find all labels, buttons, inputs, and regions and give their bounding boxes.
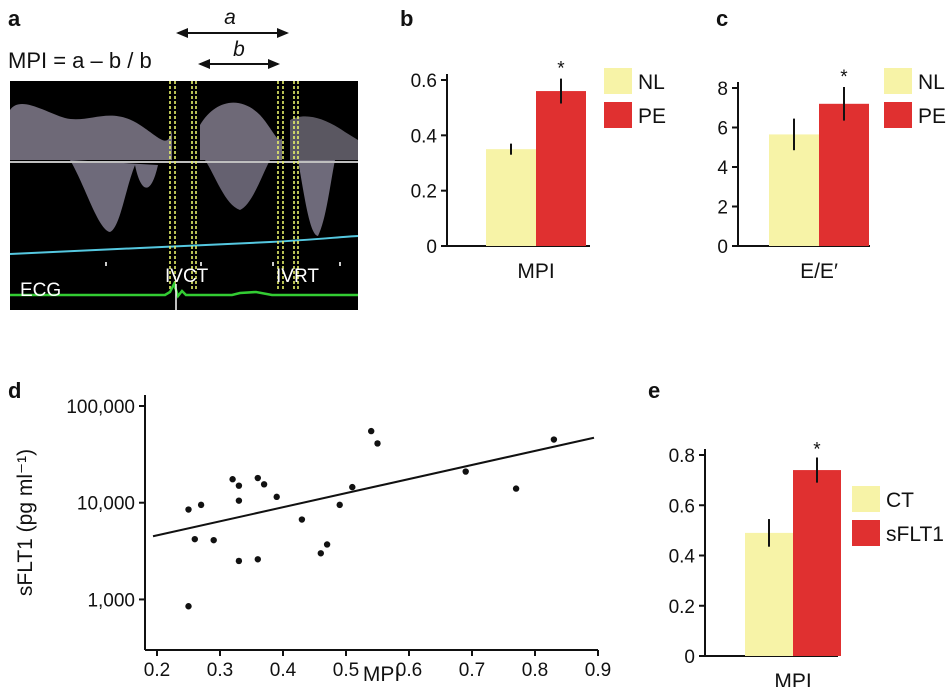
x-axis-label: MPI	[363, 663, 400, 686]
panel-c-label: c	[716, 6, 728, 31]
data-point	[298, 516, 306, 523]
data-point	[323, 541, 331, 548]
data-point	[229, 476, 236, 483]
panel-d-label: d	[8, 378, 21, 403]
chart-e: 0 0.2 0.4 0.6 0.8 CT sFLT1 * MPI	[669, 440, 944, 687]
legend-swatch-sflt1	[852, 520, 880, 546]
bar-nl	[486, 149, 536, 246]
y-tick-label: 0.2	[411, 182, 437, 203]
x-tick-label: 0.5	[333, 660, 359, 681]
y-tick-label: 6	[717, 119, 728, 140]
interval-b-arrow	[198, 59, 280, 69]
y-tick-label: 0.4	[669, 547, 696, 568]
chart-c: 0 2 4 6 8 NL PE * E/E′	[717, 67, 946, 283]
interval-b-label: b	[233, 38, 245, 61]
legend-label: PE	[638, 105, 666, 128]
data-point	[185, 603, 192, 610]
data-point	[336, 501, 343, 509]
y-tick-label: 10,000	[77, 494, 135, 515]
data-point	[254, 474, 261, 482]
x-tick-label: 0.7	[459, 660, 485, 681]
y-tick-label: 1,000	[87, 590, 135, 611]
x-tick-label: 0.4	[270, 660, 297, 681]
data-point	[197, 501, 205, 509]
data-point	[191, 535, 198, 543]
y-axis-label: sFLT1 (pg ml⁻¹)	[14, 449, 37, 596]
legend-swatch-ct	[852, 486, 880, 512]
bar-nl	[769, 134, 819, 246]
panel-a-label: a	[8, 6, 21, 31]
x-tick-label: 0.6	[396, 660, 422, 681]
regression-line	[152, 436, 595, 538]
x-tick-label: 0.8	[522, 660, 548, 681]
interval-a-arrow	[176, 28, 289, 38]
ivrt-label: IVRT	[276, 266, 319, 287]
x-axis-label: MPI	[774, 670, 811, 687]
data-point	[317, 550, 324, 557]
data-point	[235, 497, 243, 504]
legend-label: sFLT1	[886, 523, 944, 546]
ivct-label: IVCT	[165, 266, 209, 287]
panel-b-label: b	[400, 6, 413, 31]
legend-label: NL	[638, 71, 665, 94]
significance-star: *	[813, 440, 821, 461]
data-point	[210, 536, 217, 544]
x-axis-label: MPI	[517, 260, 554, 283]
panel-a: a MPI = a – b / b a b	[8, 6, 359, 310]
y-tick-label: 0.8	[669, 446, 695, 467]
chart-d: 1,000 10,000 100,000 0.2 0.3 0.4 0.5 0.6 0.7 0.8 0…	[14, 395, 611, 686]
data-point	[462, 468, 469, 475]
y-tick-label: 2	[717, 198, 728, 219]
significance-star: *	[840, 67, 848, 88]
legend-label: NL	[918, 71, 945, 94]
data-point	[254, 556, 261, 563]
data-point	[185, 506, 192, 513]
bar-ct	[745, 532, 793, 656]
x-tick-label: 0.9	[585, 660, 611, 681]
bar-pe	[536, 91, 586, 246]
data-point	[349, 483, 356, 491]
data-point	[512, 485, 520, 492]
interval-a-label: a	[224, 6, 236, 29]
bar-pe	[819, 103, 869, 246]
data-point	[273, 493, 280, 501]
x-tick-label: 0.2	[144, 660, 170, 681]
data-point	[260, 481, 268, 488]
data-point	[235, 557, 243, 565]
data-point	[235, 482, 243, 489]
y-tick-label: 0	[684, 647, 695, 668]
bar-sflt1	[793, 470, 841, 656]
y-tick-label: 0.6	[411, 71, 437, 92]
y-tick-label: 0	[717, 237, 728, 258]
y-tick-label: 0.4	[411, 126, 438, 147]
y-tick-label: 100,000	[66, 397, 135, 418]
data-point	[368, 427, 375, 435]
mpi-formula: MPI = a – b / b	[8, 48, 152, 73]
y-tick-label: 4	[717, 158, 728, 179]
x-axis-label: E/E′	[800, 260, 838, 283]
y-tick-label: 0.6	[669, 496, 695, 517]
y-tick-label: 8	[717, 79, 728, 100]
ecg-label: ECG	[20, 280, 61, 301]
data-point	[374, 440, 381, 447]
legend-swatch-nl	[604, 68, 632, 94]
x-tick-label: 0.3	[207, 660, 233, 681]
legend-swatch-pe	[884, 102, 912, 128]
y-tick-label: 0	[426, 237, 437, 258]
panel-e-label: e	[648, 378, 660, 403]
data-point	[550, 436, 558, 443]
significance-star: *	[557, 59, 565, 80]
chart-b: 0 0.2 0.4 0.6 NL PE * MPI	[411, 59, 666, 283]
doppler-echo-image	[9, 81, 359, 310]
legend-swatch-nl	[884, 68, 912, 94]
legend-swatch-pe	[604, 102, 632, 128]
y-tick-label: 0.2	[669, 597, 695, 618]
legend-label: CT	[886, 489, 914, 512]
legend-label: PE	[918, 105, 946, 128]
